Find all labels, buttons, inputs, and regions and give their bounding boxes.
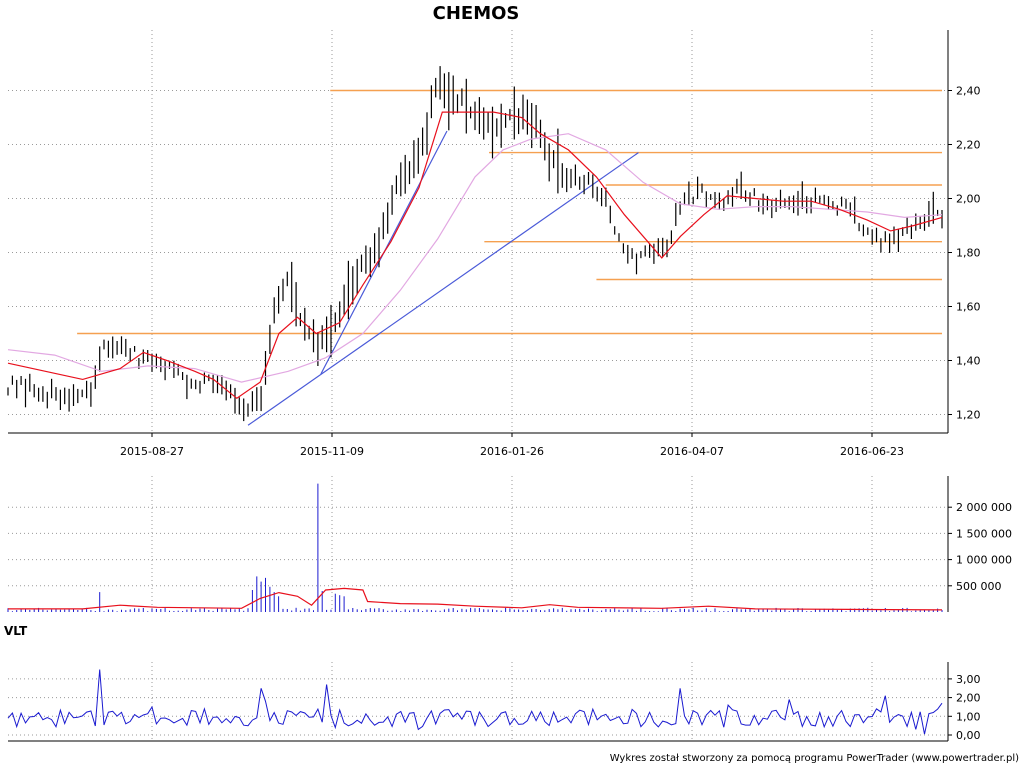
y-tick-label: 2,20 bbox=[956, 139, 981, 152]
y-tick-label: 1 500 000 bbox=[956, 527, 1012, 540]
vlt-grid bbox=[8, 662, 948, 741]
y-tick-label: 2,00 bbox=[956, 193, 981, 206]
x-tick-label: 2015-08-27 bbox=[120, 445, 184, 458]
volume-grid bbox=[8, 476, 948, 612]
vlt-y-ticks: 3,00 2,00 1,00 0,00 bbox=[948, 673, 981, 742]
y-tick-label: 2,40 bbox=[956, 85, 981, 98]
vlt-line bbox=[7, 669, 943, 735]
y-tick-label: 1,40 bbox=[956, 355, 981, 368]
y-tick-label: 1,60 bbox=[956, 301, 981, 314]
vlt-panel: VLT 3,00 2,00 1,00 0,00 bbox=[4, 624, 981, 742]
y-tick-label: 1 000 000 bbox=[956, 554, 1012, 567]
x-tick-label: 2015-11-09 bbox=[300, 445, 364, 458]
y-tick-label: 3,00 bbox=[956, 673, 981, 686]
y-tick-label: 0,00 bbox=[956, 729, 981, 742]
x-tick-label: 2016-06-23 bbox=[840, 445, 904, 458]
x-tick-label: 2016-01-26 bbox=[480, 445, 544, 458]
chart-title: CHEMOS bbox=[433, 3, 520, 24]
price-x-ticks: 2015-08-27 2015-11-09 2016-01-26 2016-04-07… bbox=[120, 433, 904, 458]
price-panel: 2015-08-27 2015-11-09 2016-01-26 2016-04-07… bbox=[7, 30, 981, 458]
volume-moving-average-line bbox=[8, 587, 943, 611]
y-tick-label: 1,20 bbox=[956, 409, 981, 422]
support-resistance-lines bbox=[77, 89, 942, 335]
y-tick-label: 2,00 bbox=[956, 692, 981, 705]
trend-line bbox=[247, 152, 639, 426]
vlt-label: VLT bbox=[4, 624, 28, 638]
short-moving-average-line bbox=[7, 111, 943, 400]
volume-panel: 2 000 000 1 500 000 1 000 000 500 000 bbox=[7, 476, 1012, 612]
volume-y-ticks: 2 000 000 1 500 000 1 000 000 500 000 bbox=[948, 501, 1012, 593]
footer-credit: Wykres został stworzony za pomocą progra… bbox=[610, 753, 1019, 764]
y-tick-label: 1,80 bbox=[956, 247, 981, 260]
y-tick-label: 2 000 000 bbox=[956, 501, 1012, 514]
volume-bars bbox=[7, 483, 943, 612]
y-tick-label: 1,00 bbox=[956, 710, 981, 723]
trend-lines bbox=[247, 130, 639, 426]
price-y-ticks: 2,40 2,20 2,00 1,80 1,60 1,40 1,20 bbox=[948, 85, 981, 422]
price-grid bbox=[8, 30, 948, 433]
long-moving-average-line bbox=[7, 133, 943, 383]
x-tick-label: 2016-04-07 bbox=[660, 445, 724, 458]
price-bars bbox=[7, 66, 943, 422]
y-tick-label: 500 000 bbox=[956, 580, 1002, 593]
